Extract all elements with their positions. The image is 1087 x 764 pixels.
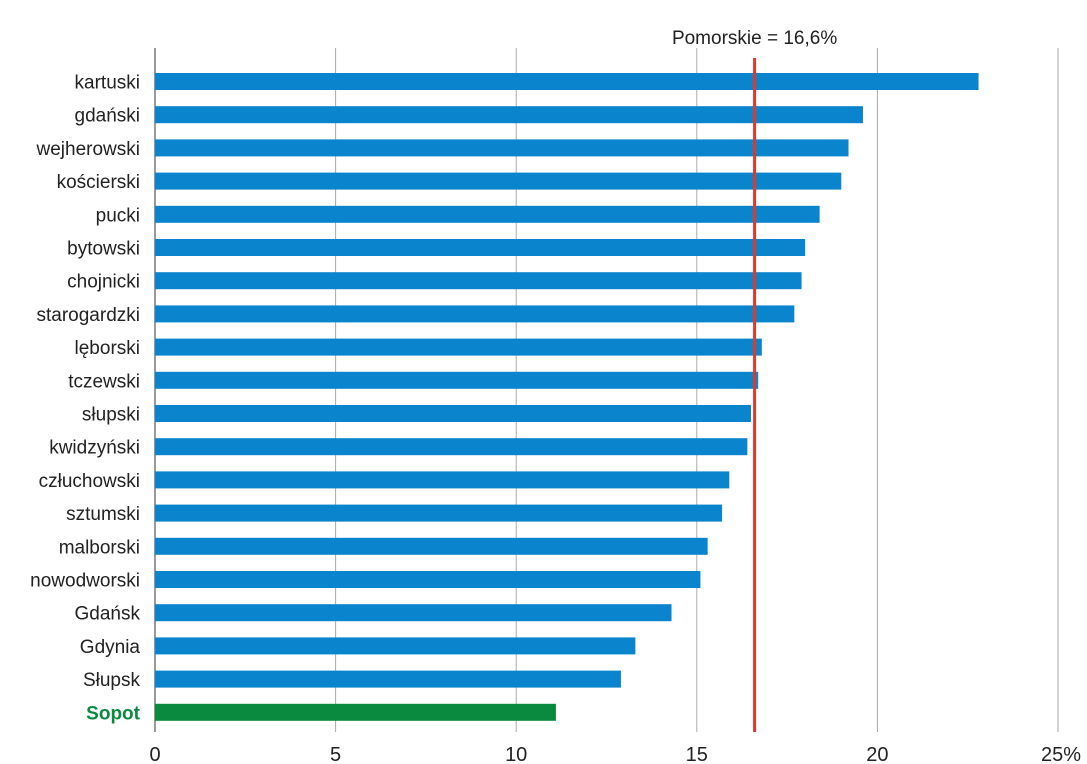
- bar: [155, 272, 802, 290]
- category-label: starogardzki: [37, 305, 141, 326]
- category-label: chojnicki: [67, 272, 140, 293]
- bar: [155, 405, 751, 422]
- category-label: Sopot: [86, 703, 140, 724]
- category-label: lęborski: [75, 338, 140, 359]
- bar: [155, 371, 759, 389]
- x-tick-label: 25%: [1041, 744, 1081, 764]
- x-tick-label: 20: [866, 744, 888, 764]
- category-label: człuchowski: [39, 471, 140, 492]
- bars: [155, 73, 979, 721]
- category-label: nowodworski: [30, 571, 140, 592]
- x-tick-label: 5: [330, 744, 341, 764]
- category-label: malborski: [59, 537, 140, 558]
- bar: [155, 305, 795, 323]
- bar: [155, 205, 820, 223]
- category-labels: kartuski gdański wejherowski kościerski puck…: [30, 73, 140, 725]
- category-label: wejherowski: [36, 139, 140, 160]
- bar: [155, 139, 849, 157]
- category-label: słupski: [82, 405, 140, 426]
- reference: Pomorskie = 16,6%: [672, 28, 837, 732]
- category-label: Gdańsk: [75, 604, 141, 625]
- bar: [155, 537, 708, 555]
- bar: [155, 471, 730, 489]
- category-label: kwidzyński: [49, 438, 140, 459]
- category-label: pucki: [96, 205, 140, 226]
- x-tick-label: 0: [149, 744, 160, 764]
- x-tick-labels: 0 5 10 15 20 25%: [149, 744, 1081, 764]
- bar: [155, 172, 842, 190]
- category-label: Gdynia: [80, 637, 141, 658]
- bar: [155, 438, 748, 456]
- category-label: kartuski: [75, 73, 140, 94]
- bar: [155, 670, 621, 688]
- bar: [155, 703, 556, 721]
- bar: [155, 239, 806, 256]
- category-label: bytowski: [67, 239, 140, 260]
- bar: [155, 571, 701, 588]
- bar: [155, 106, 863, 124]
- bar: [155, 604, 672, 622]
- category-label: tczewski: [68, 371, 140, 392]
- reference-label: Pomorskie = 16,6%: [672, 28, 837, 49]
- bar: [155, 73, 979, 90]
- bar: [155, 504, 723, 522]
- category-label: kościerski: [57, 172, 140, 193]
- category-label: gdański: [75, 106, 141, 127]
- x-tick-label: 15: [686, 744, 708, 764]
- category-label: Słupsk: [83, 670, 141, 691]
- x-tick-label: 10: [505, 744, 527, 764]
- bar: [155, 637, 636, 655]
- bar: [155, 338, 762, 356]
- category-label: sztumski: [66, 504, 140, 525]
